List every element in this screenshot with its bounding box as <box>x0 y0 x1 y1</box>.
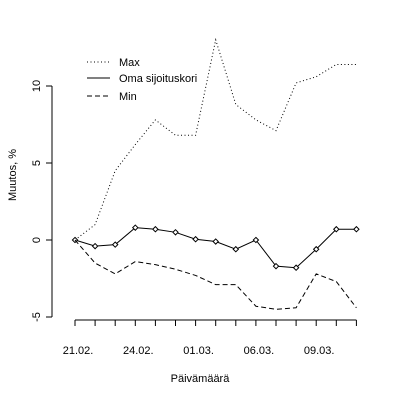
x-tick-label: 24.02. <box>123 345 154 357</box>
series-oma-sijoituskori <box>71 224 360 272</box>
data-point <box>312 245 320 253</box>
data-point <box>272 262 280 270</box>
data-point <box>353 225 360 233</box>
legend: Max Oma sijoituskori Min <box>87 57 197 103</box>
legend-label: Max <box>119 57 140 69</box>
data-point <box>332 225 340 233</box>
data-point <box>131 224 139 231</box>
series-line <box>74 239 357 310</box>
y-tick-label: 10 <box>31 80 43 92</box>
x-axis-label: Päivämäärä <box>171 373 231 385</box>
x-axis: 21.02. 24.02. 01.03. 06.03. 09.03. <box>63 319 357 357</box>
data-point <box>172 228 179 236</box>
data-point <box>252 236 260 244</box>
y-tick-label: 5 <box>31 160 43 166</box>
series-line <box>74 37 357 241</box>
y-tick-label: -5 <box>31 312 43 322</box>
legend-label: Oma sijoituskori <box>119 73 197 85</box>
data-point <box>192 235 199 243</box>
legend-label: Min <box>119 91 137 103</box>
data-point <box>111 241 119 248</box>
x-tick-label: 06.03. <box>244 345 275 357</box>
y-tick-label: 0 <box>31 237 43 243</box>
data-point <box>91 242 99 250</box>
series-max <box>74 37 357 241</box>
data-point <box>212 238 220 245</box>
data-point <box>292 264 300 272</box>
data-point <box>152 225 159 233</box>
series-min <box>74 239 357 310</box>
x-tick-label: 21.02. <box>63 345 94 357</box>
y-axis: -5 0 5 10 <box>31 80 53 322</box>
series-line <box>74 227 357 269</box>
x-tick-label: 01.03. <box>183 345 214 357</box>
x-tick-label: 09.03. <box>304 345 335 357</box>
y-axis-label: Muutos, % <box>7 149 19 201</box>
data-point <box>232 245 240 253</box>
series-layer <box>71 37 360 310</box>
